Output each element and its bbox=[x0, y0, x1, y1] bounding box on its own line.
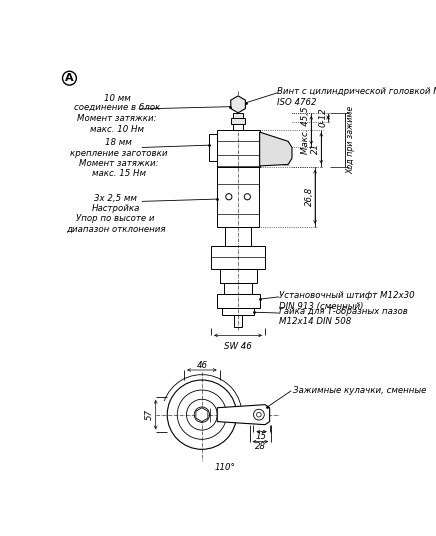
Text: 57: 57 bbox=[145, 409, 154, 420]
Bar bbox=[217, 294, 260, 308]
Polygon shape bbox=[260, 132, 292, 166]
Circle shape bbox=[187, 399, 217, 430]
Circle shape bbox=[244, 193, 250, 200]
Bar bbox=[211, 246, 265, 269]
Circle shape bbox=[177, 390, 227, 440]
Bar bbox=[234, 315, 242, 327]
Bar bbox=[217, 130, 260, 167]
Text: Гайка для Т-образных пазов
M12x14 DIN 508: Гайка для Т-образных пазов M12x14 DIN 50… bbox=[279, 307, 408, 326]
Text: 110°: 110° bbox=[215, 463, 235, 472]
Text: SW 46: SW 46 bbox=[224, 341, 252, 351]
Text: 18 мм
крепление заготовки
Момент затяжки:
макс. 15 Нм: 18 мм крепление заготовки Момент затяжки… bbox=[70, 138, 167, 178]
Text: Винт с цилиндрической головкой М8,
ISO 4762: Винт с цилиндрической головкой М8, ISO 4… bbox=[277, 87, 436, 107]
Text: 26,8: 26,8 bbox=[305, 187, 314, 206]
Bar bbox=[209, 133, 217, 161]
Bar bbox=[220, 269, 256, 283]
Text: 46: 46 bbox=[196, 361, 208, 370]
Text: Макс. 45,5: Макс. 45,5 bbox=[301, 107, 310, 154]
Text: 10 мм
соединение в блок
Момент затяжки:
макс. 10 Нм: 10 мм соединение в блок Момент затяжки: … bbox=[74, 94, 160, 134]
Circle shape bbox=[194, 407, 210, 422]
Bar bbox=[233, 124, 243, 130]
Text: 0-12: 0-12 bbox=[318, 108, 327, 127]
Bar bbox=[225, 227, 251, 246]
Circle shape bbox=[226, 193, 232, 200]
Polygon shape bbox=[196, 408, 208, 422]
Circle shape bbox=[198, 411, 206, 419]
Text: A: A bbox=[65, 73, 74, 83]
Text: Зажимные кулачки, сменные: Зажимные кулачки, сменные bbox=[293, 386, 426, 395]
Bar bbox=[231, 118, 245, 124]
Bar bbox=[233, 113, 243, 121]
Text: 3х 2,5 мм
Настройка
Упор по высоте и
диапазон отклонения: 3х 2,5 мм Настройка Упор по высоте и диа… bbox=[66, 193, 166, 234]
Circle shape bbox=[167, 380, 237, 449]
Bar bbox=[222, 308, 254, 315]
Text: 21: 21 bbox=[311, 143, 320, 154]
Bar bbox=[217, 167, 259, 227]
Circle shape bbox=[62, 71, 76, 85]
Text: 28: 28 bbox=[255, 442, 266, 451]
Bar bbox=[224, 283, 252, 294]
Circle shape bbox=[256, 412, 261, 417]
Circle shape bbox=[253, 410, 264, 420]
Text: Ход при зажиме: Ход при зажиме bbox=[347, 106, 356, 174]
Polygon shape bbox=[217, 405, 269, 425]
Polygon shape bbox=[231, 96, 245, 113]
Text: 15: 15 bbox=[256, 431, 267, 441]
Text: Установочный штифт M12x30
DIN 913 (сменный): Установочный штифт M12x30 DIN 913 (сменн… bbox=[279, 292, 415, 311]
